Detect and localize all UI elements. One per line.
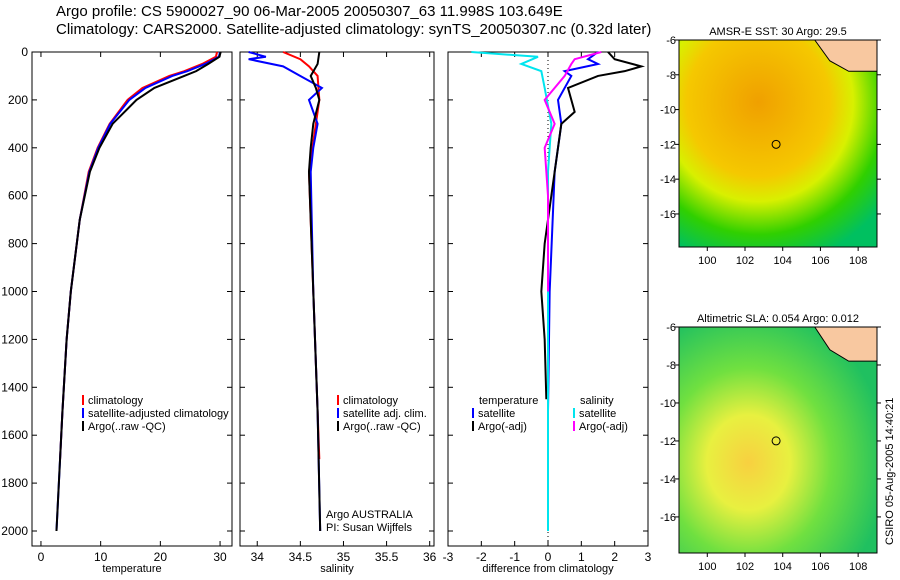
x-tick-label: 30 <box>213 550 227 564</box>
y-tick-label: -8 <box>666 70 676 82</box>
x-tick-label: 106 <box>811 255 829 267</box>
y-tick-label: -12 <box>660 436 676 448</box>
x-tick-label: 108 <box>849 255 867 267</box>
legend-label: Argo(..raw -QC) <box>343 421 421 433</box>
series-satellite-adjusted-climatology <box>55 51 222 532</box>
x-tick-label: 102 <box>736 561 754 573</box>
annotation: PI: Susan Wijffels <box>326 522 412 534</box>
y-tick-label: -8 <box>666 360 676 372</box>
x-tick-label: 100 <box>698 561 716 573</box>
y-tick-label: 800 <box>8 237 28 251</box>
x-tick-label: 104 <box>774 255 792 267</box>
y-tick-label: -6 <box>666 322 676 334</box>
y-tick-label: 600 <box>8 189 28 203</box>
y-tick-label: -16 <box>660 209 676 221</box>
y-tick-label: -12 <box>660 139 676 151</box>
x-tick-label: -1 <box>509 550 520 564</box>
legend-label: Argo(-adj) <box>478 421 527 433</box>
x-tick-label: 106 <box>811 561 829 573</box>
legend-label: satellite-adjusted climatology <box>88 408 229 420</box>
panel-frame-1 <box>239 51 435 547</box>
title-line-1: Argo profile: CS 5900027_90 06-Mar-2005 … <box>56 3 563 20</box>
x-tick-label: 104 <box>774 561 792 573</box>
map-field <box>679 327 877 553</box>
legend-label: climatology <box>88 395 144 407</box>
x-tick-label: -2 <box>476 550 487 564</box>
x-tick-label: 3 <box>645 550 652 564</box>
series-temperature-satellite <box>547 51 602 412</box>
credit: CSIRO 05-Aug-2005 14:40:21 <box>884 398 896 545</box>
y-tick-label: -14 <box>660 474 676 486</box>
x-tick-label: 20 <box>154 550 168 564</box>
map-frame <box>678 326 878 554</box>
legend-label: Argo(..raw -QC) <box>88 421 166 433</box>
x-tick-label: 10 <box>94 550 108 564</box>
y-tick-label: -16 <box>660 512 676 524</box>
legend-label: climatology <box>343 395 399 407</box>
x-tick-label: 102 <box>736 255 754 267</box>
argo-location-marker <box>771 436 781 446</box>
y-tick-label: 1000 <box>1 285 28 299</box>
y-tick-label: 1200 <box>1 332 28 346</box>
y-tick-label: 1400 <box>1 380 28 394</box>
legend-title: salinity <box>580 395 614 407</box>
series-salinity-satellite <box>471 51 553 531</box>
x-tick-label: -3 <box>443 550 454 564</box>
x-axis-label: salinity <box>320 563 354 575</box>
x-tick-label: 0 <box>38 550 45 564</box>
y-tick-label: -6 <box>666 35 676 47</box>
map-frame <box>678 39 878 248</box>
series-temperature-argo-adj- <box>540 51 646 400</box>
y-tick-label: -14 <box>660 174 676 186</box>
x-tick-label: 35 <box>337 550 351 564</box>
x-tick-label: 100 <box>698 255 716 267</box>
y-tick-label: -10 <box>660 398 676 410</box>
panel-frame-0 <box>31 51 233 547</box>
x-tick-label: 35.5 <box>375 550 399 564</box>
x-axis-label: difference from climatology <box>482 563 614 575</box>
x-tick-label: 34 <box>251 550 265 564</box>
x-tick-label: 2 <box>611 550 618 564</box>
legend-label: satellite <box>579 408 616 420</box>
x-tick-label: 0 <box>545 550 552 564</box>
legend-label: satellite <box>478 408 515 420</box>
legend-title: temperature <box>479 395 538 407</box>
map-field <box>679 40 877 247</box>
map-title: Altimetric SLA: 0.054 Argo: 0.012 <box>697 313 859 325</box>
y-tick-label: 2000 <box>1 524 28 538</box>
series-argo-raw-qc- <box>55 51 222 532</box>
map-title: AMSR-E SST: 30 Argo: 29.5 <box>709 26 847 38</box>
y-tick-label: 400 <box>8 141 28 155</box>
y-tick-label: 1800 <box>1 476 28 490</box>
x-tick-label: 36 <box>423 550 437 564</box>
title-line-2: Climatology: CARS2000. Satellite-adjuste… <box>56 21 652 38</box>
y-tick-label: 0 <box>21 45 28 59</box>
annotation: Argo AUSTRALIA <box>326 509 413 521</box>
series-satellite-adj-clim- <box>248 51 324 532</box>
series-argo-raw-qc- <box>307 51 322 532</box>
series-salinity-argo-adj- <box>543 51 602 292</box>
y-tick-label: 200 <box>8 93 28 107</box>
legend-label: satellite adj. clim. <box>343 408 427 420</box>
y-tick-label: 1600 <box>1 428 28 442</box>
x-tick-label: 34.5 <box>289 550 313 564</box>
x-axis-label: temperature <box>102 563 161 575</box>
y-tick-label: -10 <box>660 105 676 117</box>
legend-label: Argo(-adj) <box>579 421 628 433</box>
x-tick-label: 1 <box>578 550 585 564</box>
argo-location-marker <box>771 139 781 149</box>
x-tick-label: 108 <box>849 561 867 573</box>
